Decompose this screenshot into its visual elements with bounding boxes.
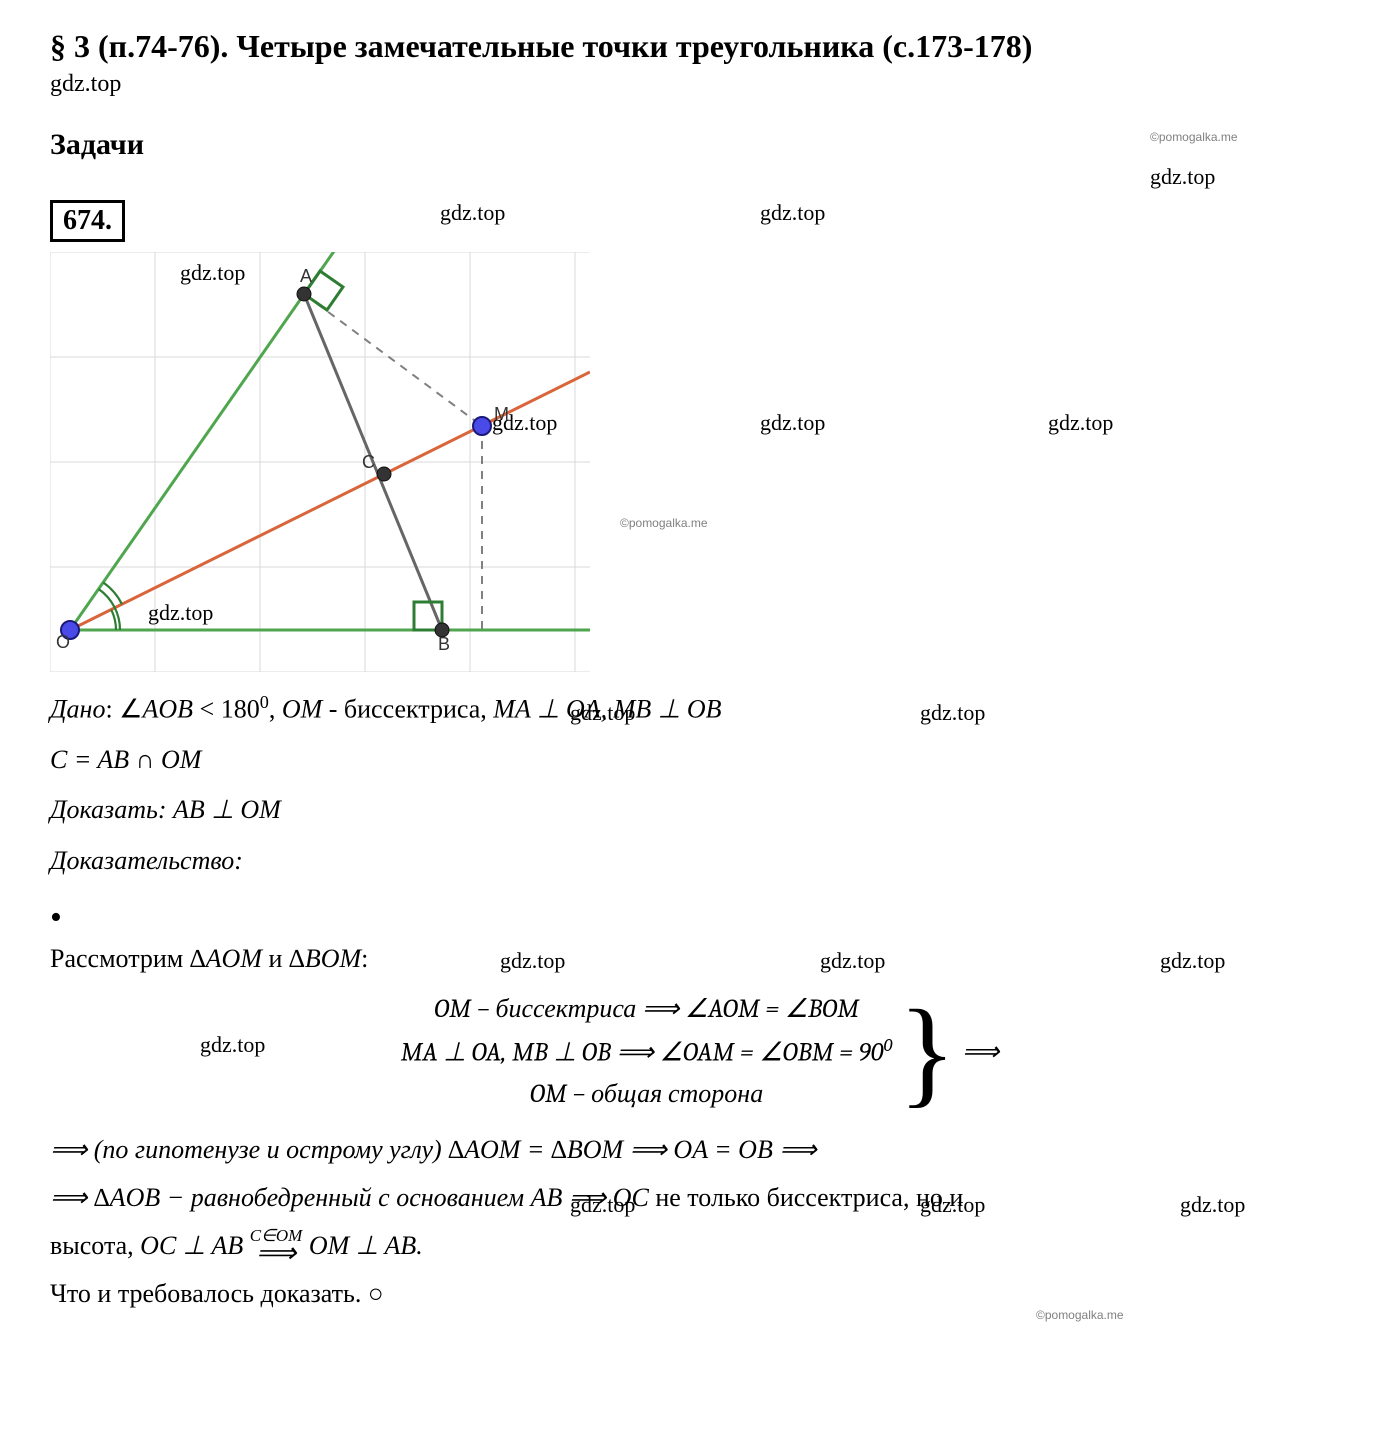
brace-proof-block: OM − биссектриса ⟹ ∠AOM = ∠BOM MA ⊥ OA, … bbox=[50, 989, 1350, 1115]
svg-text:C: C bbox=[362, 452, 375, 472]
svg-text:O: O bbox=[56, 632, 70, 652]
svg-text:B: B bbox=[438, 634, 450, 654]
conclusion-line-1: ⟹ (по гипотенузе и острому углу) ∆AOM = … bbox=[50, 1126, 1350, 1174]
brace-line-1: OM − биссектриса ⟹ ∠AOM = ∠BOM bbox=[401, 989, 893, 1031]
given-line-2: C = AB ∩ OM bbox=[50, 740, 1350, 780]
brace-line-2: MA ⊥ OA, MB ⊥ OB ⟹ ∠OAM = ∠OBM = 900 bbox=[401, 1031, 893, 1074]
watermark-gdz: gdz.top bbox=[440, 200, 505, 226]
page-title: § 3 (п.74-76). Четыре замечательные точк… bbox=[50, 28, 1350, 65]
consider-line: Рассмотрим ∆AOM и ∆BOM: bbox=[50, 939, 1350, 979]
watermark-gdz: gdz.top bbox=[760, 200, 825, 226]
conclusion-line-2: ⟹ ∆AOB − равнобедренный с основанием AB … bbox=[50, 1174, 1350, 1222]
given-label: Дано bbox=[50, 695, 105, 724]
svg-text:A: A bbox=[300, 266, 312, 286]
qed-line: Что и требовалось доказать. ○ bbox=[50, 1270, 1350, 1318]
arrow-with-topscript: C∈OM ⟹ bbox=[250, 1227, 303, 1268]
watermark-pomogalka: ©pomogalka.me bbox=[620, 516, 708, 530]
problem-number-box: 674. bbox=[50, 200, 125, 242]
svg-text:M: M bbox=[494, 404, 509, 424]
prove-line: Доказать: AB ⊥ OM bbox=[50, 790, 1350, 830]
section-heading: Задачи bbox=[50, 128, 1350, 162]
watermark-pomogalka: gdz.top bbox=[1150, 164, 1215, 190]
watermark-gdz: gdz.top bbox=[760, 410, 825, 436]
watermark-gdz: gdz.top bbox=[1048, 410, 1113, 436]
right-brace-icon: } bbox=[898, 1004, 956, 1100]
conclusion-line-3: высота, OC ⊥ AB C∈OM ⟹ OM ⊥ AB. bbox=[50, 1222, 1350, 1270]
brace-line-3: OM − общая сторона bbox=[401, 1074, 893, 1116]
brace-lines: OM − биссектриса ⟹ ∠AOM = ∠BOM MA ⊥ OA, … bbox=[401, 989, 893, 1115]
given-line-1: Дано: ∠AOB < 1800, OM - биссектриса, MA … bbox=[50, 688, 1350, 730]
conclusion-block: ⟹ (по гипотенузе и острому углу) ∆AOM = … bbox=[50, 1126, 1350, 1318]
diagram-container: O A B C M bbox=[50, 252, 590, 672]
implies-after-brace: ⟹ bbox=[962, 1037, 999, 1067]
bullet-icon: • bbox=[50, 899, 1350, 937]
geometry-diagram: O A B C M bbox=[50, 252, 590, 672]
subtitle-label: gdz.top bbox=[50, 71, 1350, 98]
proof-label: Доказательство: bbox=[50, 841, 1350, 881]
